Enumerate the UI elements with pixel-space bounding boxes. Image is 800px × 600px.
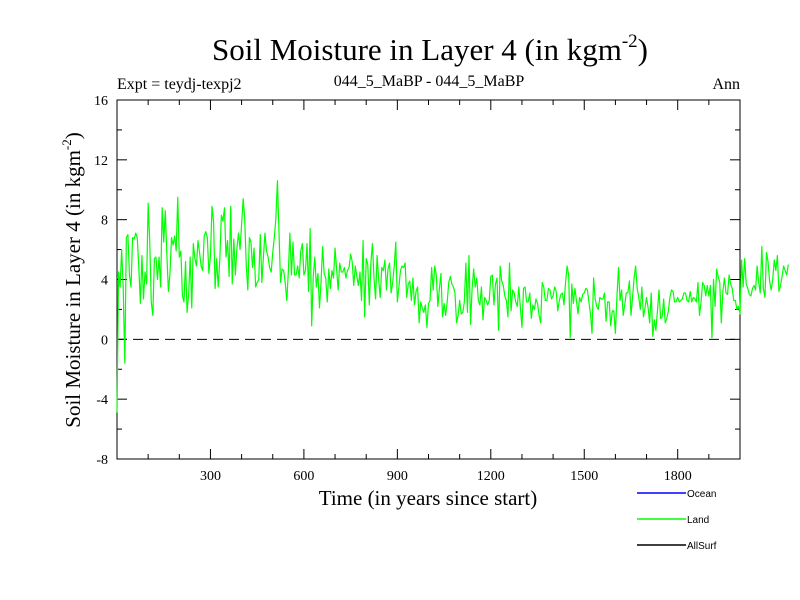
x-tick-label: 900 xyxy=(387,469,408,484)
y-tick-label: 16 xyxy=(94,94,108,109)
legend: Ocean Land AllSurf xyxy=(637,489,717,552)
y-tick-label: -8 xyxy=(96,453,108,468)
x-axis-label: Time (in years since start) xyxy=(319,486,538,510)
tick-layer: 300 600 900 1200 1500 1800 -8 -4 0 4 8 12 16 xyxy=(94,94,740,484)
y-tick-label: 12 xyxy=(94,154,108,169)
subtitle-experiment: Expt = teydj-texpj2 xyxy=(117,76,242,93)
subtitle-season: Ann xyxy=(712,76,740,93)
y-tick-label: -4 xyxy=(96,393,108,408)
x-tick-label: 600 xyxy=(293,469,314,484)
y-tick-label: 4 xyxy=(101,274,108,289)
x-tick-label: 300 xyxy=(200,469,221,484)
subtitle-period: 044_5_MaBP - 044_5_MaBP xyxy=(334,73,525,90)
x-tick-label: 1200 xyxy=(477,469,505,484)
legend-label: Land xyxy=(687,515,709,526)
legend-label: AllSurf xyxy=(687,541,717,552)
y-tick-label: 8 xyxy=(101,214,108,229)
land-series-line xyxy=(116,180,789,413)
legend-label: Ocean xyxy=(687,489,716,500)
x-tick-label: 1500 xyxy=(570,469,598,484)
y-tick-label: 0 xyxy=(101,333,108,348)
x-tick-label: 1800 xyxy=(664,469,692,484)
y-axis-label: Soil Moisture in Layer 4 (in kgm-2) xyxy=(59,132,85,427)
chart-title: Soil Moisture in Layer 4 (in kgm-2) xyxy=(212,31,648,67)
plot-frame xyxy=(116,99,741,460)
